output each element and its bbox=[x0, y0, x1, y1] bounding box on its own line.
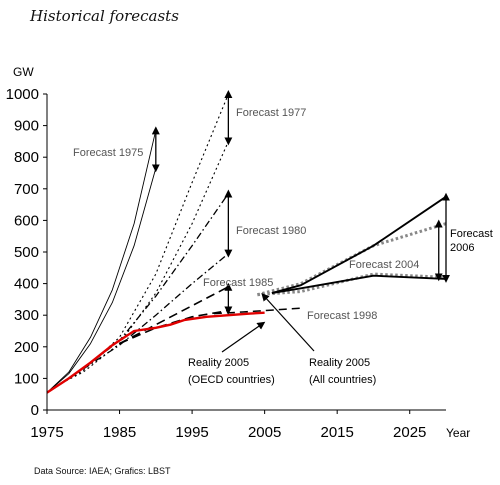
x-tick-label: 2005 bbox=[248, 424, 281, 441]
annotation-oecd-countries: (OECD countries) bbox=[188, 374, 275, 386]
series-line-forecast-2006 bbox=[271, 195, 447, 295]
x-tick-label: 2015 bbox=[320, 424, 353, 441]
y-tick-label: 100 bbox=[14, 370, 39, 387]
series-line-band-edge-1 bbox=[46, 168, 157, 393]
series-line-forecast-1985 bbox=[119, 286, 229, 345]
annotation-forecast-1975: Forecast 1975 bbox=[73, 147, 143, 159]
chart-heading: Historical forecasts bbox=[30, 7, 179, 25]
series-line-reality-2005-oecd-countries bbox=[46, 311, 265, 394]
annotation-forecast-1977: Forecast 1977 bbox=[236, 107, 306, 119]
series-line-band-edge-12 bbox=[271, 274, 447, 295]
x-tick-label: 1975 bbox=[30, 424, 63, 441]
source-note: Data Source: IAEA; Grafics: LBST bbox=[34, 466, 171, 476]
y-tick-label: 800 bbox=[14, 149, 39, 166]
y-tick-label: 400 bbox=[14, 276, 39, 293]
annotation-forecast-1985: Forecast 1985 bbox=[203, 277, 273, 289]
y-tick-label: 900 bbox=[14, 118, 39, 135]
range-arrow-layer bbox=[151, 90, 450, 353]
series-line-forecast-1975 bbox=[46, 130, 157, 393]
x-axis-label: Year bbox=[446, 426, 470, 440]
x-tick-label: 1985 bbox=[103, 424, 136, 441]
y-tick-label: 700 bbox=[14, 181, 39, 198]
x-tick-label: 2025 bbox=[393, 424, 426, 441]
axis-layer: 0 100 200 300 400 500 600 700 800 900 1000 1975 1985… bbox=[6, 65, 471, 441]
annotation-forecast-1980: Forecast 1980 bbox=[236, 225, 306, 237]
annotation-forecast: Forecast bbox=[450, 228, 493, 240]
annotation-reality-2005: Reality 2005 bbox=[309, 357, 370, 369]
series-line-band-edge-5 bbox=[82, 253, 229, 370]
series-layer bbox=[46, 93, 447, 394]
annotation-forecast-2004: Forecast 2004 bbox=[349, 259, 419, 271]
y-tick-label: 600 bbox=[14, 212, 39, 229]
annotation-layer: Forecast 1975 Forecast 1977 Forecast 1980 F… bbox=[73, 107, 493, 386]
reality-all-pointer bbox=[261, 293, 315, 352]
y-tick-label: 1000 bbox=[6, 86, 39, 103]
y-tick-label: 200 bbox=[14, 339, 39, 356]
y-axis-label: GW bbox=[13, 65, 34, 79]
y-tick-label: 500 bbox=[14, 244, 39, 261]
y-tick-label: 300 bbox=[14, 307, 39, 324]
reality-oecd-pointer bbox=[221, 321, 266, 353]
series-line-forecast-1977 bbox=[61, 93, 229, 384]
annotation-forecast-1998: Forecast 1998 bbox=[307, 310, 377, 322]
x-tick-label: 1995 bbox=[175, 424, 208, 441]
annotation-reality-2005: Reality 2005 bbox=[188, 357, 249, 369]
annotation-2006: 2006 bbox=[450, 242, 474, 254]
annotation-all-countries: (All countries) bbox=[309, 374, 376, 386]
y-tick-label: 0 bbox=[31, 402, 39, 419]
